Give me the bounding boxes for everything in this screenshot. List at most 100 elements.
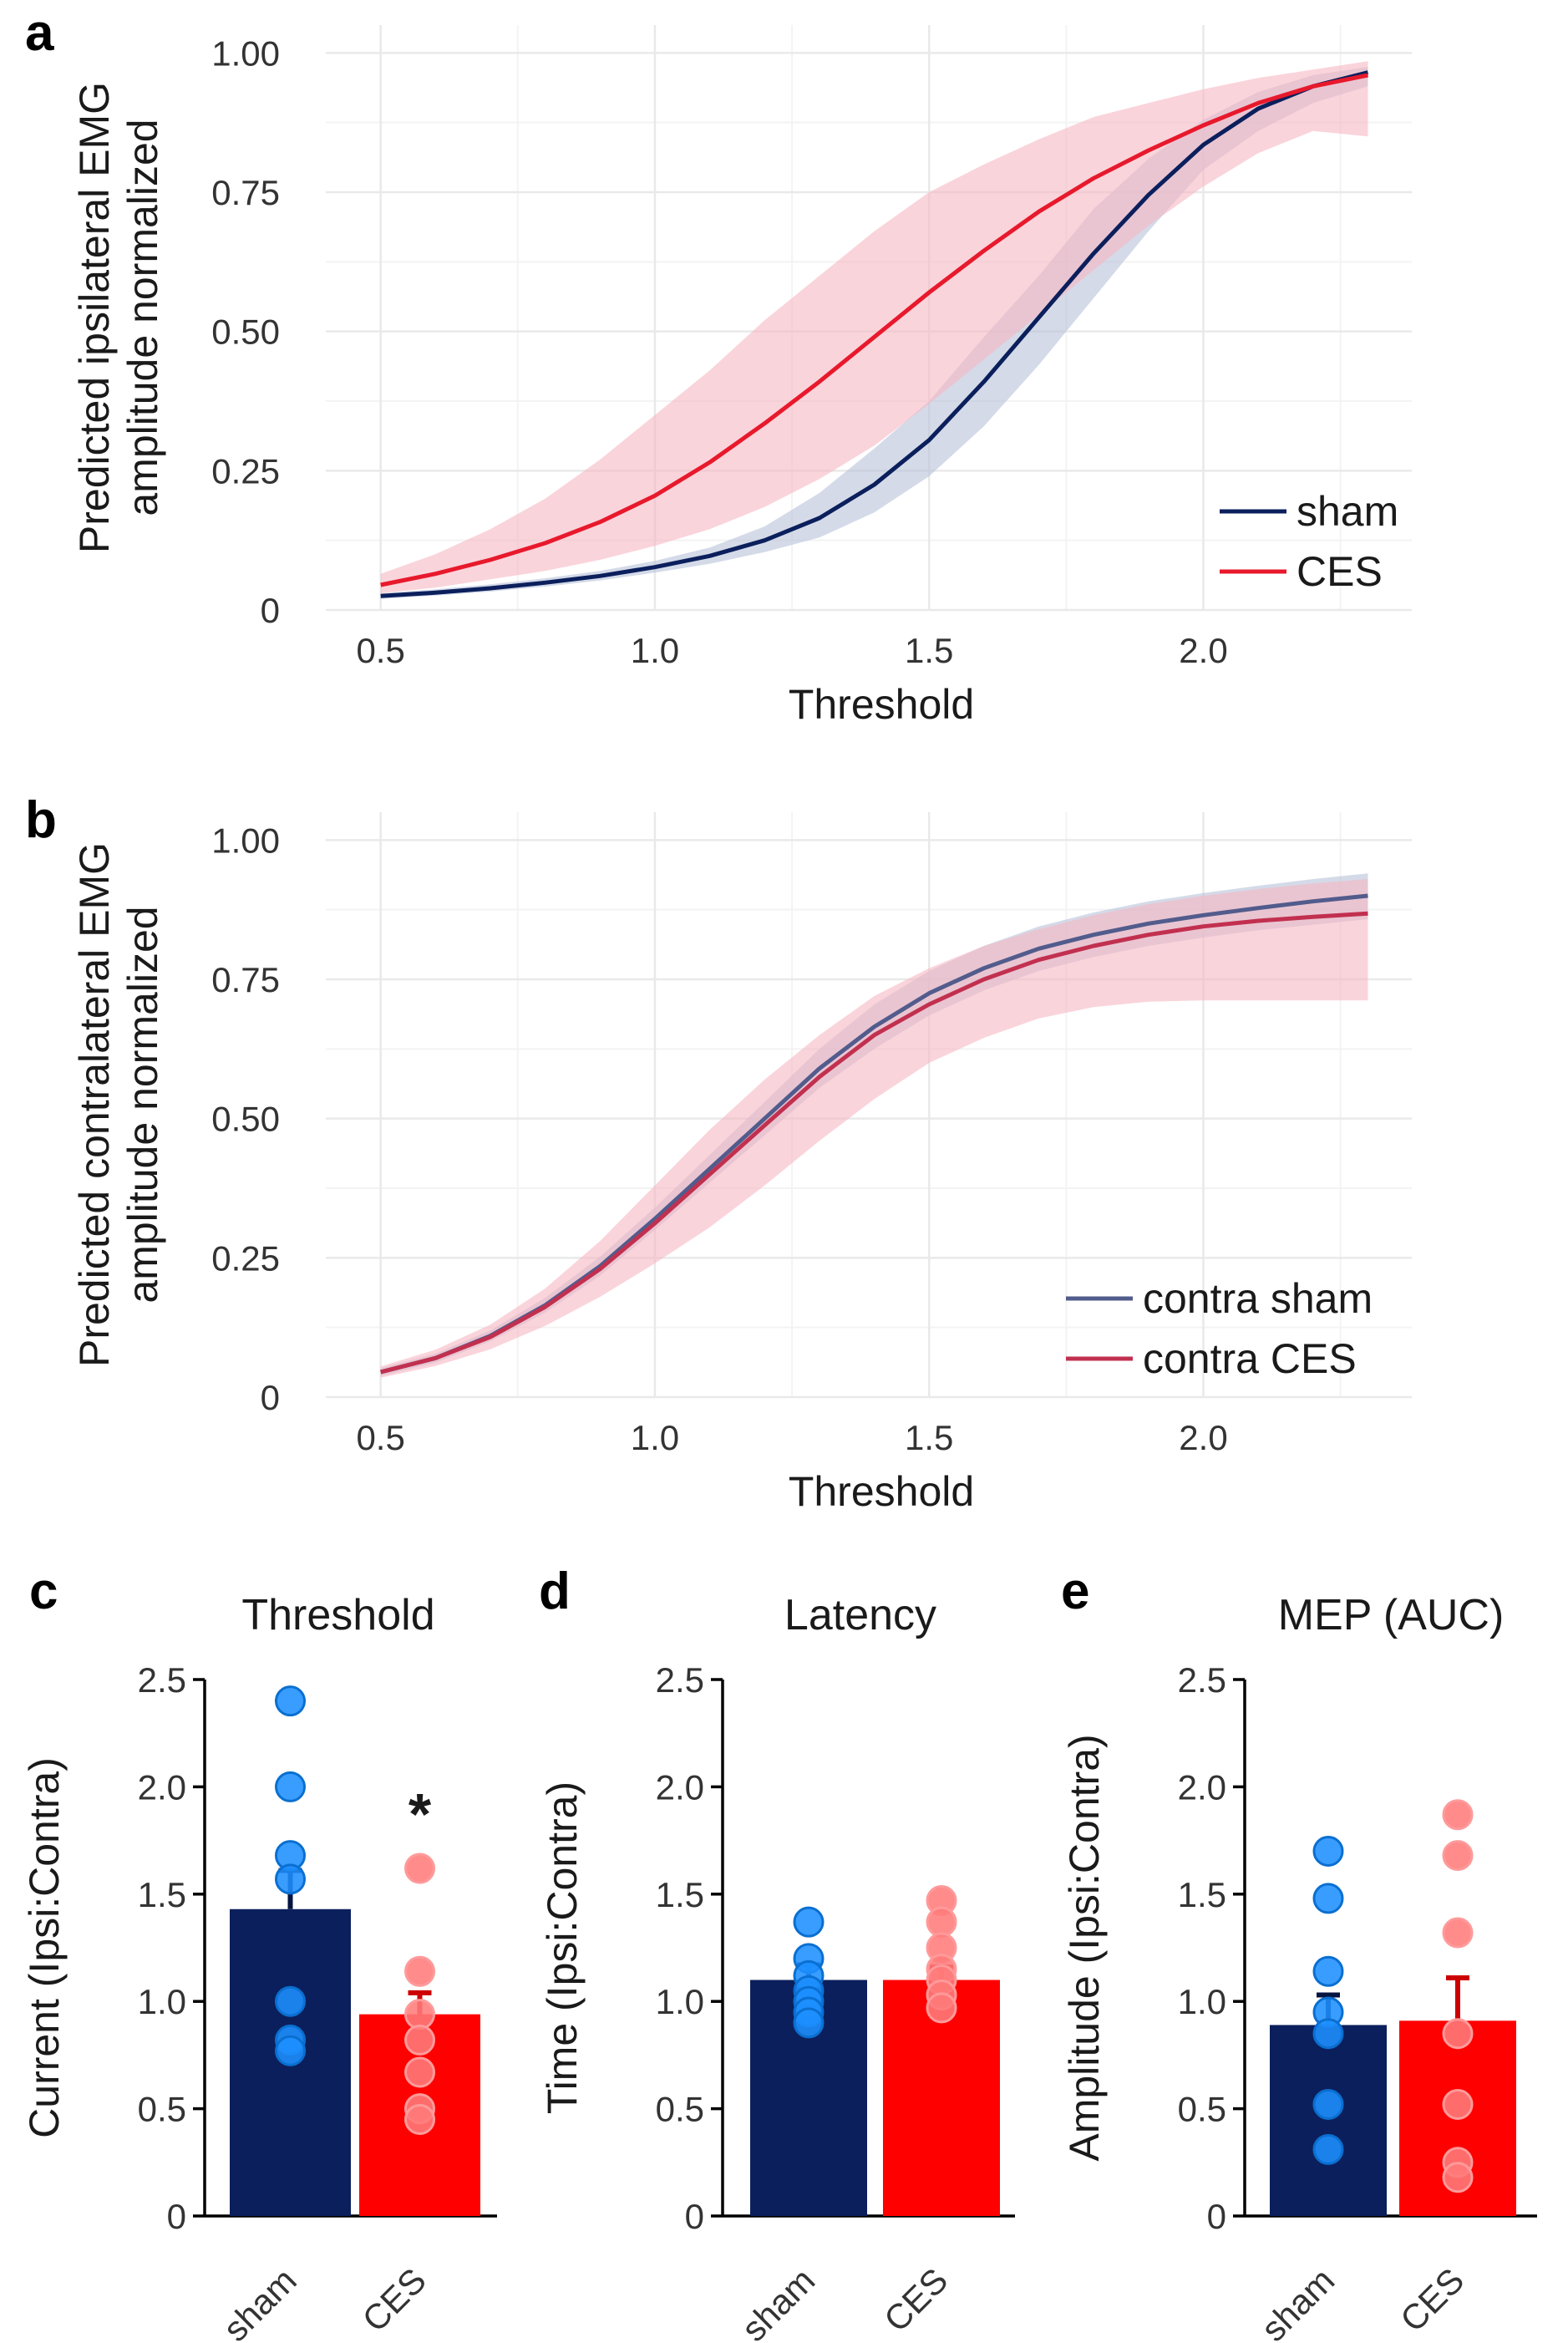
x-category-label: sham	[734, 2260, 823, 2343]
data-point	[1312, 2088, 1344, 2120]
panel-c: c Threshold 0 0.5 1.0 1.5 2.0 2.5 Current (Ipsi:…	[21, 1563, 497, 2343]
panel-letter: b	[25, 791, 57, 849]
legend: sham CES	[1220, 488, 1398, 595]
x-category-label: CES	[876, 2260, 955, 2339]
data-point	[1312, 2133, 1344, 2165]
y-axis-title: amplitude normalized	[119, 119, 166, 516]
confidence-band-contra-ces	[380, 879, 1368, 1378]
y-tick-label: 1.5	[1178, 1875, 1226, 1914]
data-point	[404, 2056, 435, 2088]
y-axis-title: Predicted contralateral EMG	[71, 842, 118, 1367]
x-tick-label: 1.0	[631, 1418, 679, 1457]
legend-label: contra sham	[1143, 1275, 1373, 1322]
x-axis-title: Threshold	[789, 1468, 974, 1515]
y-tick-label: 0.5	[1178, 2090, 1226, 2129]
panel-d: d Latency 0 0.5 1.0 1.5 2.0 2.5 Time (Ipsi:Contr…	[539, 1563, 1015, 2343]
y-tick-label: 2.5	[1178, 1660, 1226, 1700]
data-point	[404, 2103, 435, 2135]
data-point	[404, 1955, 435, 1987]
legend-label: sham	[1297, 488, 1398, 535]
data-point	[1442, 1840, 1474, 1872]
data-point	[926, 1992, 957, 2024]
data-point	[404, 1999, 435, 2030]
y-tick-label: 0.5	[138, 2090, 186, 2129]
y-tick-label: 1.00	[211, 33, 280, 73]
y-tick-label: 1.5	[138, 1875, 186, 1914]
data-point	[404, 1853, 435, 1884]
y-tick-label: 0.75	[211, 173, 280, 212]
x-category-label: CES	[355, 2260, 434, 2339]
data-point	[1442, 2162, 1474, 2193]
data-point	[926, 1906, 957, 1938]
series-line-sham	[380, 70, 1369, 598]
data-point	[404, 2024, 435, 2056]
series-line-ces	[380, 73, 1368, 587]
data-point	[1312, 1835, 1344, 1867]
y-axis-title: Current (Ipsi:Contra)	[21, 1757, 68, 2138]
data-point	[1442, 2088, 1474, 2120]
y-axis-title: Amplitude (Ipsi:Contra)	[1061, 1734, 1108, 2161]
bar-chart-title: Latency	[784, 1591, 936, 1639]
y-tick-label: 0.50	[211, 1100, 280, 1139]
panel-b: b 0.5 1.0 1.5 2.0 0 0.25 0.50 0.75 1.00 Threshold P…	[25, 791, 1412, 1515]
y-tick-label: 1.00	[211, 821, 280, 860]
y-axis-title: amplitude normalized	[119, 906, 166, 1303]
data-point	[275, 1685, 306, 1717]
data-point	[1312, 2018, 1344, 2050]
panel-letter: c	[29, 1563, 58, 1620]
legend: contra sham contra CES	[1066, 1275, 1373, 1382]
bar-sham	[1270, 2025, 1387, 2216]
y-axis-title: Time (Ipsi:Contra)	[539, 1781, 586, 2114]
x-category-label: sham	[1254, 2260, 1342, 2343]
panel-e: e MEP (AUC) 0 0.5 1.0 1.5 2.0 2.5 Amplitude (Ips…	[1061, 1563, 1537, 2343]
significance-asterisk: *	[408, 1781, 432, 1847]
data-point	[275, 1771, 306, 1802]
series-line-contra-ces	[380, 911, 1368, 1375]
confidence-band-ces	[380, 61, 1368, 594]
x-tick-label: 0.5	[356, 631, 404, 670]
y-tick-label: 2.0	[1178, 1767, 1226, 1807]
x-category-label: sham	[216, 2260, 304, 2343]
data-point	[793, 2007, 825, 2039]
x-tick-label: 1.0	[631, 631, 679, 670]
y-tick-label: 2.5	[656, 1660, 704, 1700]
legend-label: contra CES	[1143, 1335, 1357, 1382]
x-tick-label: 2.0	[1179, 631, 1227, 670]
bar-chart-title: MEP (AUC)	[1278, 1591, 1505, 1639]
data-point	[1312, 1955, 1344, 1987]
y-tick-label: 0	[167, 2197, 186, 2236]
panel-letter: e	[1061, 1563, 1089, 1620]
bar-chart-title: Threshold	[241, 1591, 434, 1639]
y-tick-label: 2.5	[138, 1660, 186, 1700]
y-tick-label: 0.50	[211, 313, 280, 352]
data-point	[1312, 1883, 1344, 1914]
y-tick-label: 0	[261, 1378, 280, 1417]
y-tick-label: 0.25	[211, 1238, 280, 1278]
data-point	[793, 1906, 825, 1938]
x-tick-label: 1.5	[905, 631, 953, 670]
y-tick-label: 0.25	[211, 451, 280, 490]
y-tick-label: 0.5	[656, 2090, 704, 2129]
data-point	[275, 1985, 306, 2017]
y-axis-title: Predicted ipsilateral EMG	[71, 82, 118, 553]
y-tick-label: 0	[685, 2197, 704, 2236]
y-tick-label: 2.0	[138, 1767, 186, 1807]
y-tick-label: 2.0	[656, 1767, 704, 1807]
x-tick-label: 0.5	[356, 1418, 404, 1457]
data-point	[275, 2035, 306, 2066]
y-tick-label: 0.75	[211, 960, 280, 999]
y-tick-label: 1.0	[1178, 1982, 1226, 2021]
y-tick-label: 1.5	[656, 1875, 704, 1914]
data-point	[1442, 1917, 1474, 1949]
panel-a: a 0.5 1.0 1.5 2.0 0 0.25 0.50 0.75 1.00 Threshold P…	[25, 4, 1412, 728]
data-point	[1442, 1799, 1474, 1831]
panel-letter: a	[25, 4, 54, 62]
data-point	[1442, 2018, 1474, 2050]
x-tick-label: 2.0	[1179, 1418, 1227, 1457]
x-category-label: CES	[1393, 2260, 1471, 2339]
legend-label: CES	[1297, 548, 1383, 595]
x-axis-title: Threshold	[789, 681, 974, 728]
y-tick-label: 1.0	[656, 1982, 704, 2021]
x-tick-label: 1.5	[905, 1418, 953, 1457]
